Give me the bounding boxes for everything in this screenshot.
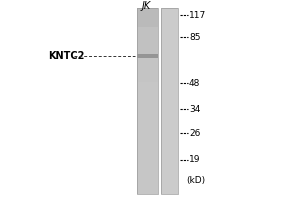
Bar: [136, 145, 158, 148]
Bar: [136, 152, 158, 154]
Text: 34: 34: [189, 105, 200, 114]
Bar: [136, 122, 158, 124]
Bar: [136, 148, 158, 150]
Bar: [136, 189, 158, 192]
Bar: [136, 143, 158, 145]
Bar: [136, 78, 158, 80]
Bar: [136, 22, 158, 24]
Text: JK: JK: [142, 1, 151, 11]
Bar: [136, 8, 158, 194]
Bar: [136, 80, 158, 82]
Bar: [160, 8, 178, 194]
Bar: [136, 38, 158, 41]
Bar: [136, 75, 158, 78]
Bar: [136, 54, 158, 57]
Bar: [136, 182, 158, 185]
Text: 117: 117: [189, 10, 206, 20]
Bar: [136, 138, 158, 141]
Bar: [136, 73, 158, 75]
Bar: [136, 110, 158, 113]
Bar: [136, 57, 158, 59]
Bar: [136, 103, 158, 106]
Bar: [136, 131, 158, 134]
Bar: [136, 29, 158, 31]
Bar: [136, 108, 158, 110]
Bar: [136, 192, 158, 194]
Bar: [136, 178, 158, 180]
Bar: [136, 185, 158, 187]
Bar: [136, 43, 158, 45]
Bar: [136, 36, 158, 38]
Bar: [136, 106, 158, 108]
Bar: [136, 171, 158, 173]
Bar: [136, 168, 158, 171]
Bar: [136, 127, 158, 129]
Bar: [136, 17, 158, 20]
Text: 26: 26: [189, 129, 200, 138]
Bar: [136, 45, 158, 48]
Bar: [136, 136, 158, 138]
Bar: [136, 31, 158, 34]
Bar: [136, 113, 158, 115]
Bar: [136, 27, 158, 29]
Bar: [136, 101, 158, 103]
Bar: [136, 59, 158, 61]
Bar: [136, 115, 158, 117]
Bar: [136, 180, 158, 182]
Bar: [136, 159, 158, 161]
Bar: [136, 8, 158, 10]
Bar: [136, 94, 158, 96]
Bar: [136, 68, 158, 71]
Bar: [136, 134, 158, 136]
Bar: [136, 41, 158, 43]
Bar: [136, 96, 158, 99]
Bar: [136, 66, 158, 68]
Bar: [136, 92, 158, 94]
Bar: [136, 166, 158, 168]
Text: 85: 85: [189, 32, 200, 42]
Text: 48: 48: [189, 78, 200, 88]
Bar: [136, 87, 158, 89]
Bar: [136, 10, 158, 13]
Bar: [136, 120, 158, 122]
Bar: [136, 85, 158, 87]
Bar: [136, 161, 158, 164]
Bar: [136, 50, 158, 52]
Text: (kD): (kD): [186, 176, 205, 184]
Bar: [136, 15, 158, 17]
Bar: [136, 71, 158, 73]
Bar: [136, 154, 158, 157]
Bar: [136, 34, 158, 36]
Bar: [136, 141, 158, 143]
Bar: [136, 173, 158, 175]
Bar: [136, 89, 158, 92]
Bar: [136, 20, 158, 22]
Text: KNTC2: KNTC2: [48, 51, 84, 61]
Bar: [160, 8, 178, 194]
Bar: [136, 54, 158, 58]
Text: 19: 19: [189, 156, 200, 164]
Bar: [136, 48, 158, 50]
Bar: [136, 24, 158, 27]
Bar: [136, 99, 158, 101]
Bar: [136, 117, 158, 120]
Bar: [136, 150, 158, 152]
Bar: [136, 187, 158, 189]
Bar: [136, 61, 158, 64]
Bar: [136, 129, 158, 131]
Bar: [136, 52, 158, 54]
Bar: [136, 175, 158, 178]
Bar: [136, 82, 158, 85]
Bar: [136, 164, 158, 166]
Bar: [136, 64, 158, 66]
Bar: [136, 8, 158, 194]
Bar: [136, 157, 158, 159]
Bar: [136, 124, 158, 127]
Bar: [136, 13, 158, 15]
